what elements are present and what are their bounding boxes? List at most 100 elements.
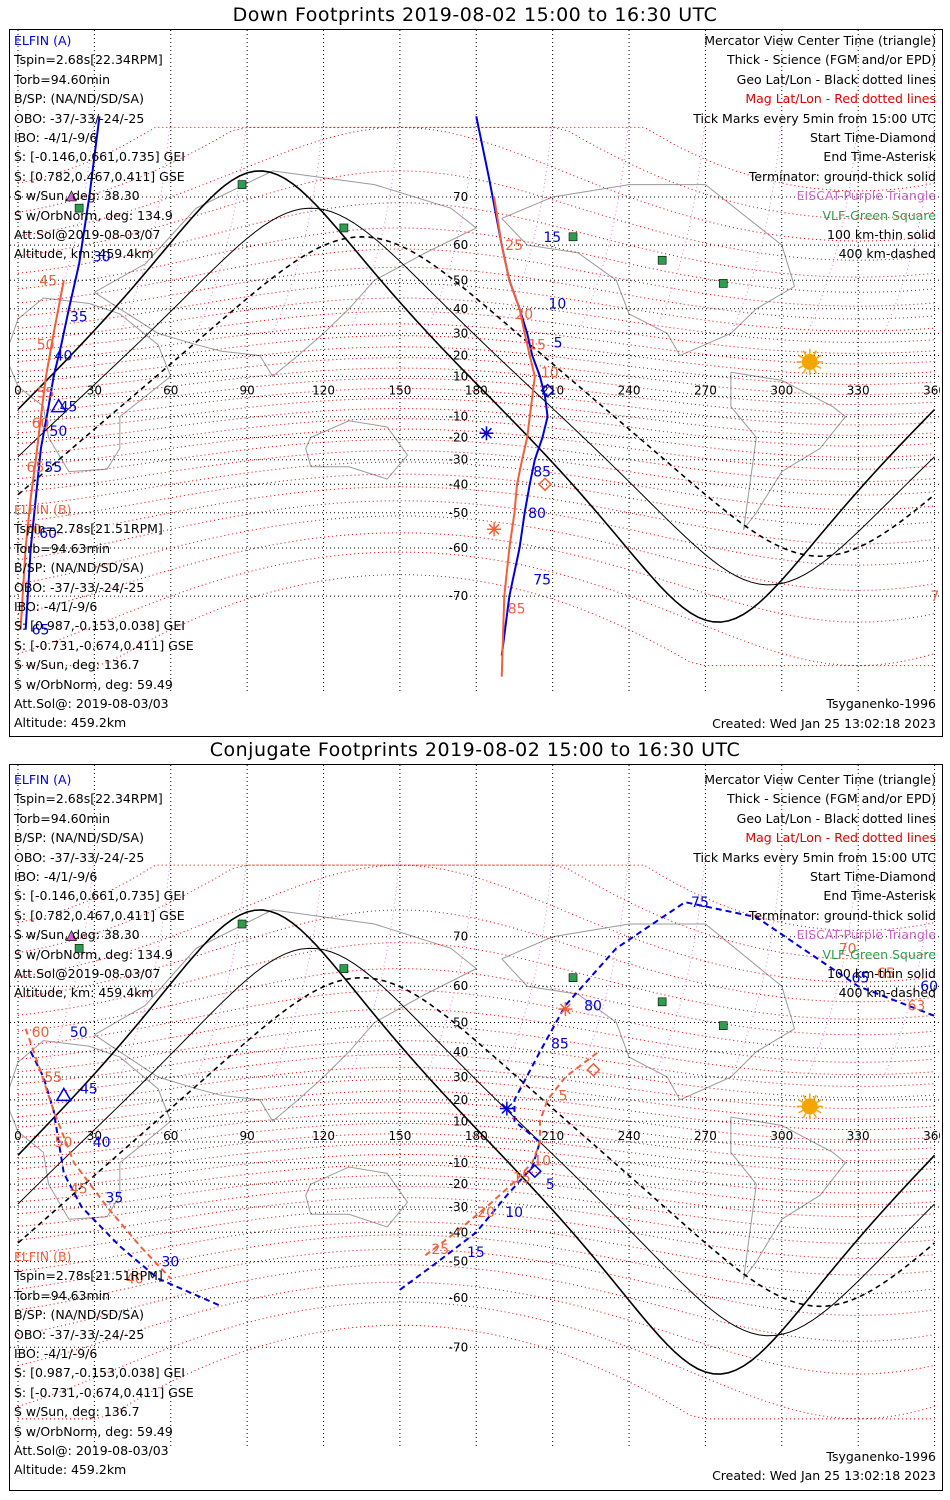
x-tick-label: 360 [923, 384, 940, 398]
vlf-station [718, 279, 728, 288]
x-tick-label: 60 [163, 1129, 178, 1143]
terminator [17, 947, 935, 1337]
tick-label: 75 [930, 589, 940, 605]
x-tick-label: 270 [694, 384, 717, 398]
mag-lat-line [17, 1164, 935, 1206]
sun-ray [798, 354, 804, 359]
coastline [730, 371, 847, 532]
y-tick-label: -10 [449, 1156, 469, 1170]
info-line: ELFIN (B) [14, 1249, 72, 1264]
y-tick-label: 30 [453, 326, 468, 340]
x-tick-label: 330 [847, 384, 870, 398]
info-left-a-down: ELFIN (A) Tspin=2.68s[22.34RPM] Torb=94.60… [14, 31, 185, 264]
x-tick-label: 90 [239, 1129, 254, 1143]
info-line: Torb=94.60min [14, 810, 111, 826]
info-line: S: [-0.146,0.661,0.735] GEI [14, 888, 185, 904]
map-down: 0306090120150180210240270300330360706050… [10, 30, 940, 694]
mag-lat-line [17, 1053, 935, 1099]
tick-label: 65 [32, 623, 50, 639]
info-line: 100 km-thin solid [827, 226, 936, 242]
tick-label: 30 [93, 250, 111, 266]
mag-meridians [42, 853, 936, 1078]
info-line: IBO: -4/1/-9/6 [14, 868, 98, 884]
info-line: S: [-0.731,-0.674,0.411] GSE [14, 637, 194, 653]
footprint-track [19, 280, 65, 630]
info-line: VLF-Green Square [822, 207, 936, 223]
info-line: Mercator View Center Time (triangle) [704, 33, 936, 48]
y-tick-label: 10 [453, 1114, 468, 1128]
info-line: Altitude: 459.2km [14, 715, 127, 731]
info-line: S w/OrbNorm, deg: 134.9 [14, 946, 173, 962]
info-line: 100 km-thin solid [827, 965, 936, 981]
tick-label: 50 [37, 338, 55, 354]
mag-lat-line [17, 408, 935, 447]
tick-label: 45 [60, 400, 78, 416]
start-diamond [527, 1164, 542, 1179]
terminator [17, 170, 936, 623]
footprint-track [424, 1050, 600, 1257]
info-line: Geo Lat/Lon - Black dotted lines [736, 71, 936, 87]
sun-ray [813, 1094, 817, 1100]
y-tick-label: -60 [449, 1291, 469, 1305]
eiscat-station [65, 190, 77, 202]
tick-label: 25 [505, 238, 523, 254]
info-line: IBO: -4/1/-9/6 [14, 598, 98, 614]
tick-label: 60 [920, 979, 938, 995]
tick-label: 85 [533, 465, 551, 481]
vlf-station [568, 973, 578, 983]
mag-lat-line [17, 1078, 935, 1120]
center-triangle [55, 1086, 73, 1102]
footprint-track [24, 116, 101, 630]
info-line: OBO: -37/-33/-24/-25 [14, 579, 145, 595]
info-line: Altitude, km: 459.4km [14, 985, 154, 1001]
info-line: OBO: -37/-33/-24/-25 [14, 110, 145, 126]
tick-label: 10 [541, 365, 559, 381]
mag-lat-line [17, 450, 935, 496]
info-line: Tspin=2.78s[21.51RPM] [14, 1268, 163, 1284]
tick-label: 35 [70, 309, 88, 325]
mag-meridian [195, 116, 248, 334]
tick-label: 60 [32, 416, 50, 432]
info-line: S w/OrbNorm, deg: 59.49 [14, 676, 173, 692]
start-diamond [540, 383, 555, 398]
info-line: Att.Sol@: 2019-08-03/03 [14, 1442, 169, 1458]
end-asterisk [487, 522, 502, 537]
info-line: S: [0.987,-0.153,0.038] GEI [14, 618, 185, 634]
coastline [305, 1166, 409, 1228]
vlf-station [657, 255, 667, 265]
y-tick-label: -20 [449, 1177, 469, 1191]
info-line: S: [-0.146,0.661,0.735] GEI [14, 149, 185, 165]
terminator [17, 235, 936, 558]
mag-lat-line [17, 1101, 935, 1141]
info-line: End Time-Asterisk [823, 149, 936, 165]
mag-lat-line [18, 1324, 935, 1420]
info-line: Tspin=2.68s[22.34RPM] [14, 52, 163, 68]
map-conjugate: 0 30 60 90 120 150 180 210 240 270 300 330 360 70 60 50… [10, 765, 940, 1448]
vlf-station [74, 203, 84, 213]
info-line: Mag Lat/Lon - Red dotted lines [745, 830, 936, 846]
y-tick-label: 40 [453, 1045, 468, 1059]
mag-lat-line [17, 377, 935, 416]
info-line: Thick - Science (FGM and/or EPD) [727, 791, 936, 807]
sun-ray [802, 1094, 807, 1100]
info-line: S: [0.782,0.467,0.411] GSE [14, 907, 185, 923]
y-tick-label: 50 [453, 1015, 468, 1029]
info-line: IBO: -4/1/-9/6 [14, 129, 98, 145]
vlf-station [237, 919, 247, 929]
info-line: Start Time-Diamond [809, 129, 936, 145]
info-line: Torb=94.63min [14, 1287, 111, 1303]
tick-label: 80 [528, 506, 546, 522]
info-line: B/SP: (NA/ND/SD/SA) [14, 830, 144, 846]
footprint-track [24, 1028, 172, 1280]
coastline [730, 1116, 847, 1281]
tick-label: 25 [431, 1242, 449, 1258]
model-label-down: Tsyganenko-1996 [826, 696, 936, 711]
info-line: S w/Sun, deg: 38.30 [14, 927, 140, 943]
info-line: Terminator: ground-thick solid [748, 168, 936, 184]
tick-label: 55 [37, 386, 55, 402]
sun-ray [816, 354, 822, 359]
sun-ray [802, 1112, 807, 1119]
tick-label: 15 [467, 1245, 485, 1261]
info-line: S w/OrbNorm, deg: 59.49 [14, 1423, 173, 1439]
mag-lat-line [17, 398, 935, 436]
